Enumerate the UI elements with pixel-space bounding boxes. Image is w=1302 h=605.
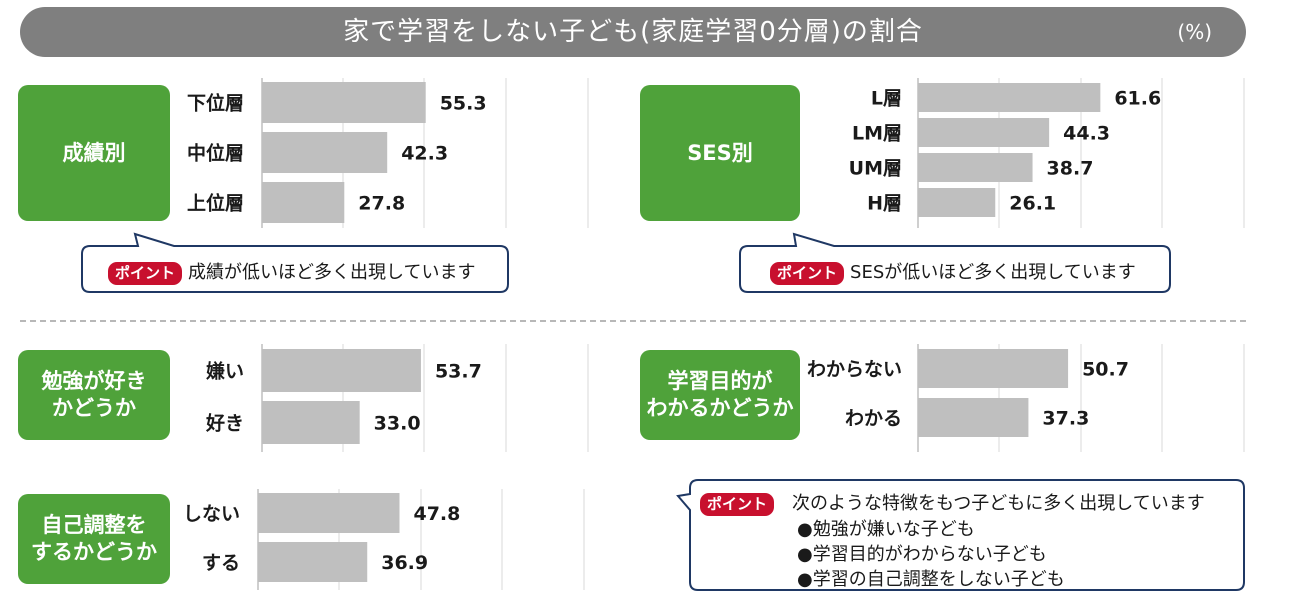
category-box-self-regulation: 自己調整を するかどうか (18, 494, 170, 584)
category-tick-label: LM層 (852, 123, 902, 145)
category-tick-label: わからない (807, 359, 902, 381)
category-tick-label: L層 (871, 88, 902, 110)
category-tick-label: しない (183, 503, 240, 525)
callout-text: 成績が低いほど多く出現しています (188, 262, 476, 283)
point-badge: ポイント (700, 492, 775, 516)
data-label: 33.0 (374, 413, 421, 435)
category-tick-label: 嫌い (206, 360, 244, 383)
callout-bubble-ses (739, 232, 1171, 293)
category-box-purpose: 学習目的が わかるかどうか (640, 350, 800, 440)
bar (918, 83, 1101, 112)
category-label: 成績別 (62, 140, 126, 165)
unit-label: (%) (1177, 20, 1212, 44)
data-label: 26.1 (1009, 193, 1056, 215)
point-badge: ポイント (108, 261, 183, 285)
category-tick-label: UM層 (849, 158, 902, 180)
summary-item: ●学習目的がわからない子ども (797, 544, 1047, 565)
callout-bubble-summary (676, 479, 1245, 591)
bar (258, 493, 400, 533)
data-label: 61.6 (1114, 88, 1161, 110)
bubble-outline (676, 479, 1245, 591)
category-tick-label: H層 (867, 193, 902, 215)
category-box-like-study: 勉強が好き かどうか (18, 350, 170, 440)
callout-bubble-grades (81, 232, 509, 293)
category-label: 学習目的が (667, 369, 773, 393)
callout-text: 次のような特徴をもつ子どもに多く出現しています (792, 493, 1205, 514)
summary-item: ●勉強が嫌いな子ども (797, 519, 975, 540)
category-tick-label: 下位層 (187, 92, 244, 115)
category-box-grades: 成績別 (18, 85, 170, 221)
category-label: するかどうか (31, 540, 157, 564)
category-box-ses: SES別 (640, 85, 800, 221)
category-tick-label: 上位層 (187, 192, 244, 215)
category-label: 勉強が好き (41, 369, 147, 393)
category-tick-label: わかる (845, 408, 902, 430)
bar (918, 188, 996, 217)
category-tick-label: する (202, 552, 240, 574)
section-divider (20, 320, 1246, 322)
category-label: かどうか (52, 396, 136, 420)
bar (918, 153, 1033, 182)
data-label: 42.3 (401, 143, 448, 165)
bubble-outline (739, 232, 1171, 293)
data-label: 27.8 (358, 193, 405, 215)
bar (258, 542, 368, 582)
title-bar: 家で学習をしない子ども(家庭学習0分層)の割合 (%) (20, 7, 1246, 57)
bar (262, 349, 421, 392)
point-badge: ポイント (770, 261, 845, 285)
data-label: 36.9 (381, 552, 428, 574)
bar (262, 132, 388, 173)
category-tick-label: 好き (205, 412, 244, 435)
bar (918, 398, 1029, 437)
chart-title: 家で学習をしない子ども(家庭学習0分層)の割合 (343, 17, 923, 47)
bar (918, 118, 1050, 147)
callout-ses: ポイント SESが低いほど多く出現しています (770, 258, 1136, 285)
bar (262, 401, 360, 444)
bar (262, 182, 345, 223)
callout-text: SESが低いほど多く出現しています (850, 262, 1136, 283)
category-label: わかるかどうか (646, 396, 794, 420)
bubble-outline (81, 232, 509, 293)
data-label: 37.3 (1042, 408, 1089, 430)
data-label: 44.3 (1063, 123, 1110, 145)
callout-grades: ポイント 成績が低いほど多く出現しています (108, 258, 475, 285)
data-label: 53.7 (435, 361, 482, 383)
bar (262, 82, 426, 123)
data-label: 55.3 (440, 93, 487, 115)
category-label: SES別 (687, 140, 753, 165)
category-label: 自己調整を (41, 513, 147, 537)
data-label: 50.7 (1082, 359, 1129, 381)
category-tick-label: 中位層 (187, 142, 244, 165)
summary-item: ●学習の自己調整をしない子ども (797, 569, 1065, 590)
callout-summary-intro: ポイント 次のような特徴をもつ子どもに多く出現しています (700, 489, 1205, 516)
data-label: 38.7 (1047, 158, 1094, 180)
data-label: 47.8 (413, 503, 460, 525)
bar (918, 349, 1069, 388)
